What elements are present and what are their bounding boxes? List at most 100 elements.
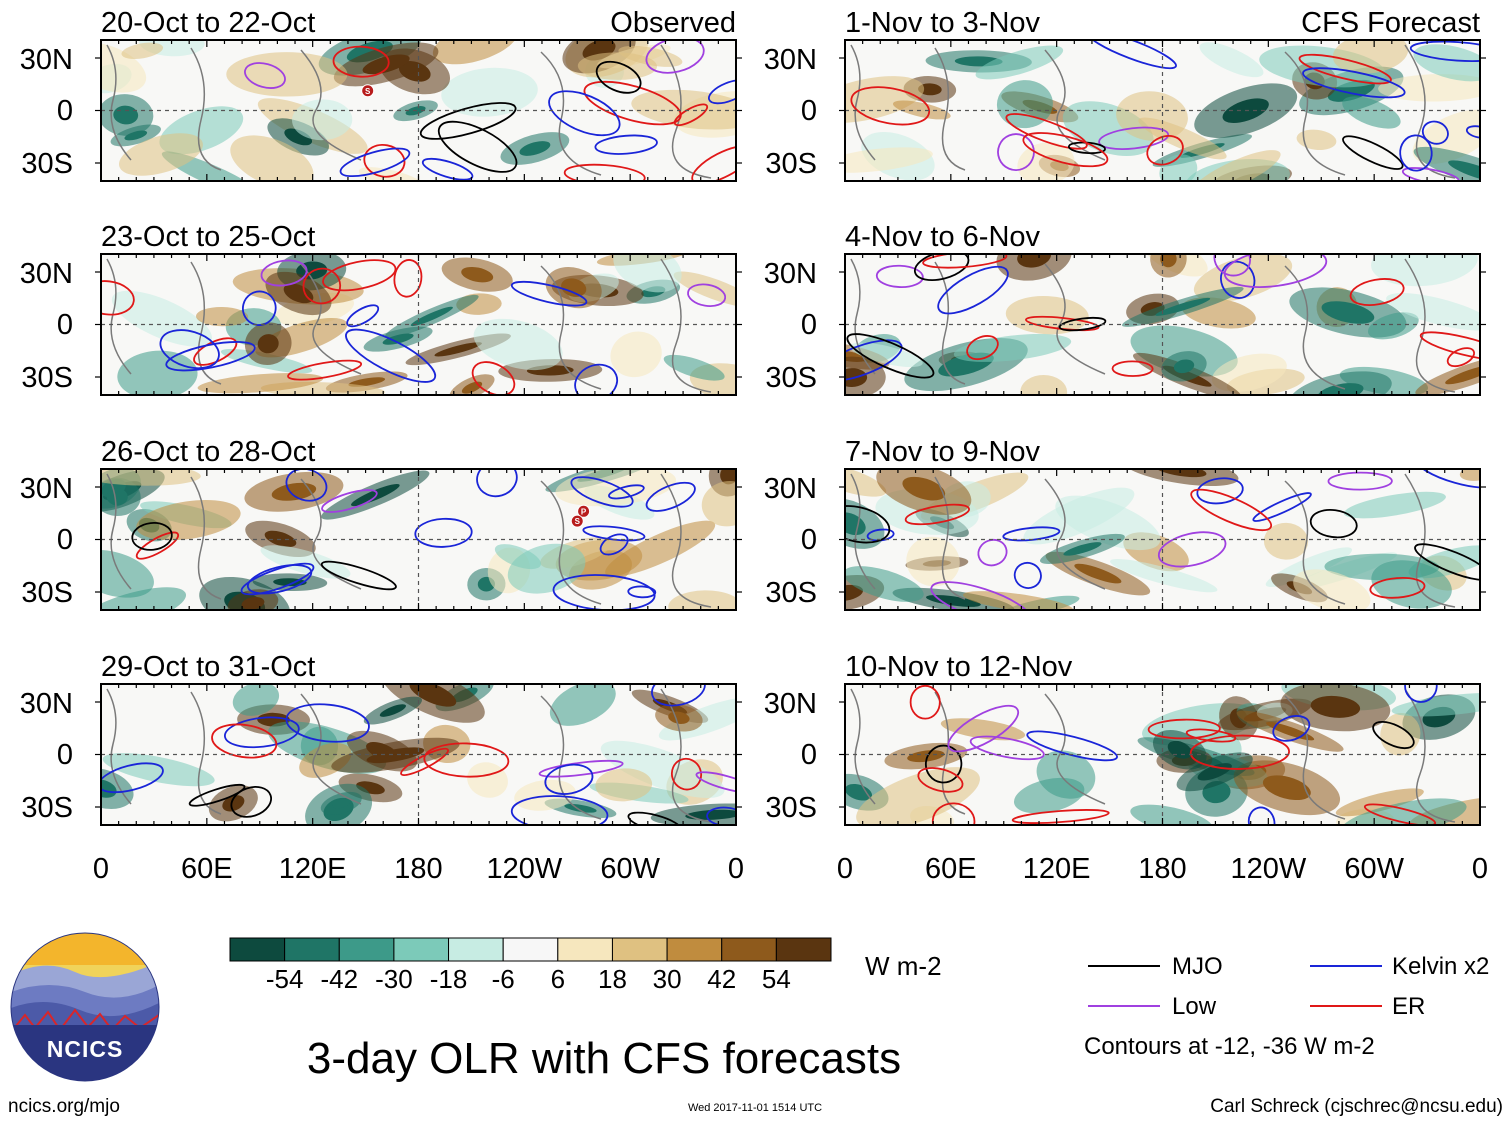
coastline bbox=[300, 693, 362, 805]
olr-anomaly-region bbox=[856, 767, 980, 825]
map-panel-left-2: 30N 0 30S 23-Oct to 25-Oct bbox=[20, 221, 742, 396]
olr-anomaly-core bbox=[907, 750, 945, 763]
olr-anomaly-core bbox=[409, 684, 457, 707]
contour-line bbox=[1220, 260, 1256, 299]
y-tick-label: 30N bbox=[20, 473, 73, 505]
footer-author: Carl Schreck (cjschrec@ncsu.edu) bbox=[1210, 1096, 1503, 1117]
panel-date-title: 23-Oct to 25-Oct bbox=[101, 221, 315, 253]
storm-marker bbox=[570, 514, 584, 528]
contour-line bbox=[230, 786, 272, 818]
x-tick-label: 120W bbox=[486, 853, 562, 885]
y-tick-label: 0 bbox=[801, 739, 817, 771]
contour-line bbox=[1213, 254, 1251, 277]
contour-line bbox=[211, 723, 278, 759]
y-tick-label: 30N bbox=[20, 258, 73, 290]
contour-line bbox=[1349, 278, 1405, 306]
contour-line bbox=[627, 585, 657, 599]
contour-line bbox=[1189, 734, 1290, 770]
colorbar-swatch bbox=[557, 937, 613, 962]
colorbar-swatch bbox=[229, 937, 286, 962]
olr-anomaly-region bbox=[121, 42, 164, 59]
contour-line bbox=[1401, 167, 1460, 181]
olr-anomaly-region bbox=[940, 718, 1026, 741]
coastline bbox=[850, 473, 876, 590]
contour-line bbox=[363, 144, 406, 178]
contour-line bbox=[321, 489, 378, 513]
contour-line bbox=[1446, 347, 1475, 368]
contour-line bbox=[608, 484, 645, 500]
contour-line bbox=[909, 684, 941, 720]
olr-anomaly-region bbox=[1339, 798, 1467, 825]
contour-line bbox=[1465, 125, 1480, 139]
coastline bbox=[850, 688, 876, 805]
coastline bbox=[1404, 688, 1456, 823]
olr-anomaly-core bbox=[1321, 301, 1375, 324]
contour-line bbox=[332, 45, 390, 78]
olr-anomaly-core bbox=[366, 747, 425, 764]
legend-label-mjo: MJO bbox=[1172, 953, 1223, 980]
contour-line bbox=[1022, 132, 1109, 168]
colorbar-tick-label: -6 bbox=[492, 964, 515, 994]
coastline bbox=[1284, 51, 1346, 176]
contours-note: Contours at -12, -36 W m-2 bbox=[1084, 1033, 1375, 1060]
contour-line bbox=[1414, 543, 1480, 581]
olr-anomaly-region bbox=[292, 99, 353, 141]
olr-anomaly-core bbox=[101, 779, 117, 798]
contour-line bbox=[224, 716, 300, 749]
legend: MJO Kelvin x2 Low ER Contours at -12, -3… bbox=[1084, 953, 1489, 1060]
contour-line bbox=[670, 757, 703, 791]
x-tick-label: 60W bbox=[600, 853, 660, 885]
x-tick-label: 180 bbox=[394, 853, 442, 885]
coastline bbox=[850, 258, 876, 375]
contour-line bbox=[875, 264, 924, 289]
contour-line bbox=[1369, 577, 1426, 599]
contour-line bbox=[135, 531, 180, 560]
coastline bbox=[300, 263, 362, 375]
x-tick-label: 0 bbox=[837, 853, 853, 885]
olr-anomaly-region bbox=[1190, 150, 1281, 181]
olr-anomaly-core bbox=[1173, 359, 1195, 374]
contour-line bbox=[645, 481, 696, 512]
coastline bbox=[660, 473, 712, 608]
x-tick-label: 120E bbox=[1023, 853, 1091, 885]
coastline bbox=[1284, 480, 1346, 605]
olr-anomaly-region bbox=[111, 290, 213, 347]
contour-line bbox=[1185, 728, 1237, 743]
contour-line bbox=[706, 806, 736, 825]
contour-line bbox=[1399, 134, 1433, 172]
contour-line bbox=[969, 735, 1045, 761]
olr-anomaly-core bbox=[350, 484, 400, 507]
contour-line bbox=[1098, 126, 1170, 150]
olr-anomaly-core bbox=[348, 377, 386, 387]
contour-line bbox=[159, 329, 220, 370]
contour-line bbox=[1157, 531, 1227, 568]
olr-anomaly-region bbox=[232, 684, 280, 716]
contour-line bbox=[1086, 40, 1177, 70]
contour-line bbox=[563, 163, 646, 181]
coastline bbox=[934, 47, 966, 171]
olr-anomaly-region bbox=[1324, 553, 1440, 581]
y-tick-label: 30S bbox=[21, 362, 73, 394]
contour-line bbox=[1272, 715, 1311, 742]
olr-anomaly-region bbox=[1413, 44, 1480, 82]
observed-label: Observed bbox=[610, 7, 736, 39]
storm-marker-label: S bbox=[575, 517, 581, 526]
y-tick-label: 0 bbox=[57, 524, 73, 556]
olr-anomaly-core bbox=[1074, 563, 1122, 584]
olr-anomaly-region bbox=[101, 550, 154, 598]
contour-line bbox=[687, 283, 727, 307]
contour-line bbox=[931, 802, 976, 825]
x-tick-label: 120W bbox=[1230, 853, 1306, 885]
contour-line bbox=[544, 763, 594, 795]
contour-line bbox=[845, 505, 891, 544]
olr-anomaly-region bbox=[473, 318, 563, 371]
olr-anomaly-region bbox=[996, 80, 1053, 129]
contour-line bbox=[997, 133, 1035, 171]
coastline bbox=[1284, 265, 1346, 390]
olr-anomaly-core bbox=[918, 83, 942, 96]
panel-date-title: 29-Oct to 31-Oct bbox=[101, 651, 315, 683]
coastline bbox=[660, 688, 712, 823]
coastline bbox=[850, 44, 876, 161]
contour-line bbox=[599, 533, 629, 556]
olr-anomaly-core bbox=[1445, 365, 1480, 385]
